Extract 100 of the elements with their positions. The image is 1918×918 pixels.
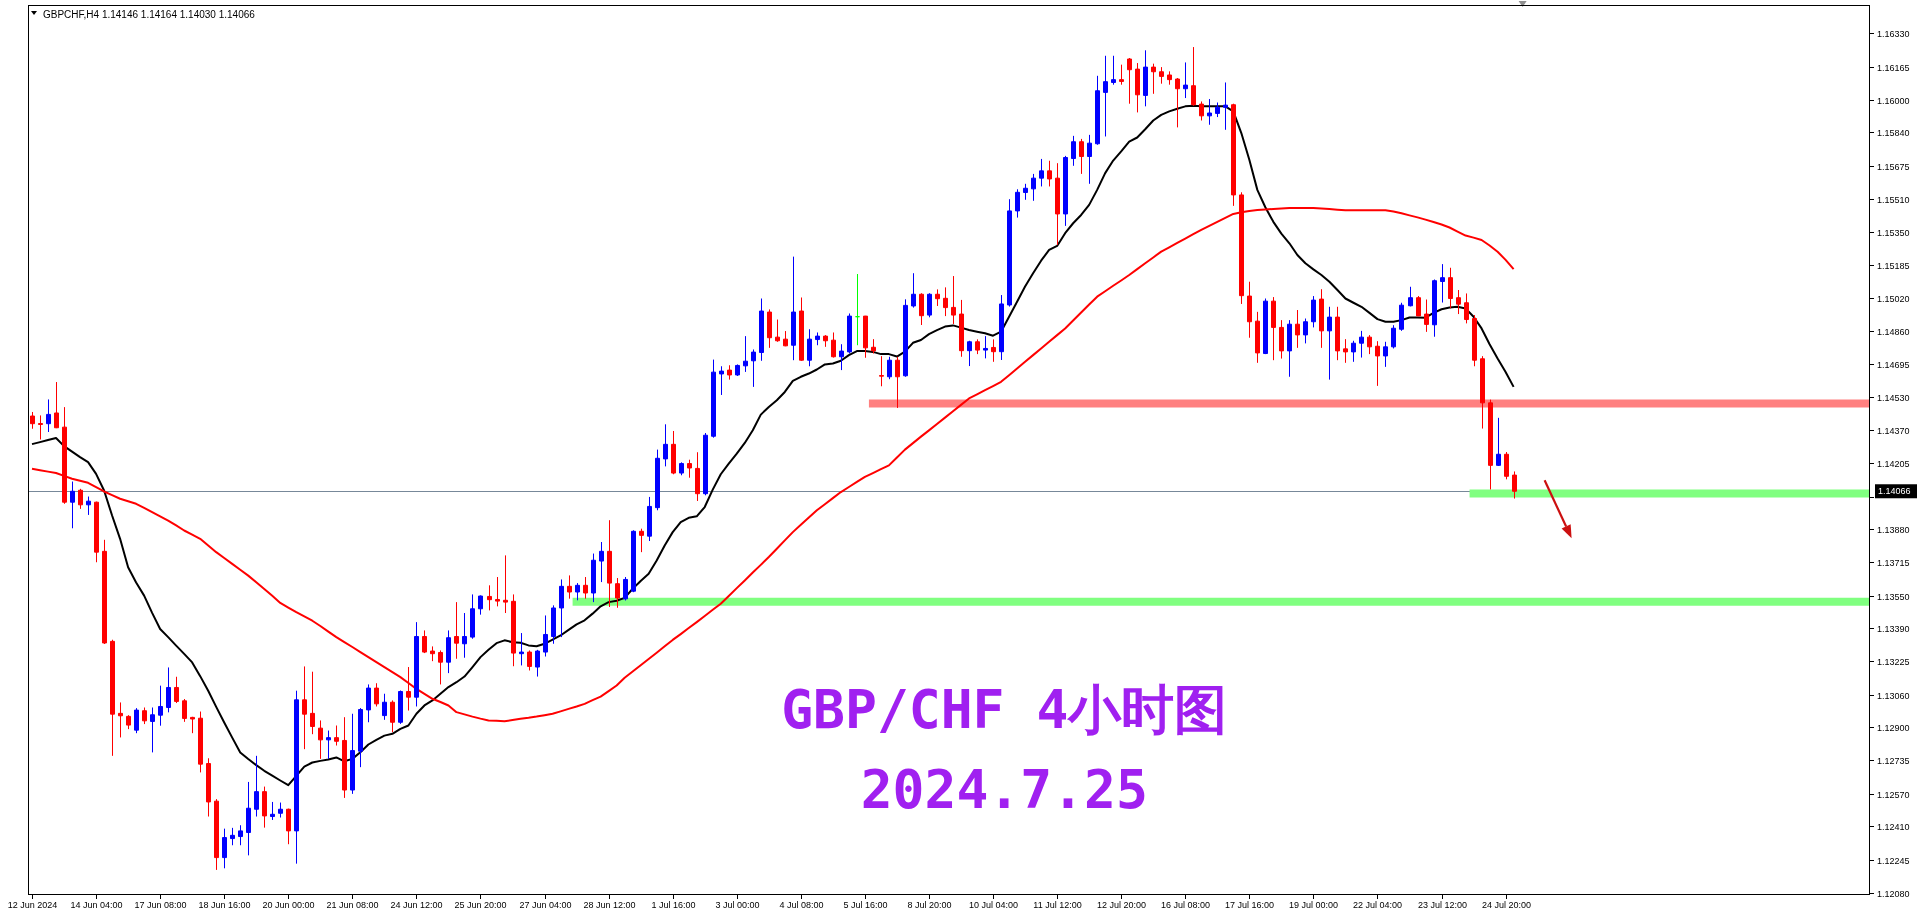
candlestick <box>655 449 660 511</box>
x-tick-label: 8 Jul 20:00 <box>907 900 952 910</box>
candlestick <box>895 356 900 409</box>
candlestick <box>126 714 131 730</box>
candlestick <box>1472 314 1477 367</box>
y-tick-label: 1.14370 <box>1877 425 1910 436</box>
y-tick-label: 1.13390 <box>1877 623 1910 634</box>
x-tick-label: 18 Jun 16:00 <box>198 900 251 910</box>
candlestick <box>639 528 644 553</box>
candlestick <box>366 683 371 723</box>
candlestick <box>1247 281 1252 339</box>
y-tick-label: 1.16000 <box>1877 95 1910 106</box>
candlestick <box>671 430 676 475</box>
y-tick-label: 1.13550 <box>1877 591 1910 602</box>
candlestick <box>1327 306 1332 381</box>
candlestick <box>607 519 612 608</box>
y-tick-label: 1.12410 <box>1877 821 1910 832</box>
candlestick <box>711 359 716 439</box>
y-tick-label: 1.15675 <box>1877 161 1910 172</box>
candlestick <box>759 298 764 362</box>
candlestick <box>815 331 820 346</box>
candlestick <box>430 645 435 662</box>
candlestick <box>1448 267 1453 309</box>
candlestick <box>1343 338 1348 364</box>
y-tick-label: 1.13880 <box>1877 524 1910 535</box>
candlestick <box>567 574 572 600</box>
candlestick <box>1456 289 1461 315</box>
candlestick <box>551 604 556 645</box>
candlestick <box>286 808 291 845</box>
y-tick-label: 1.14695 <box>1877 359 1910 370</box>
y-tick-label: 1.16165 <box>1877 62 1910 73</box>
candlestick <box>999 294 1004 361</box>
candlestick <box>863 315 868 359</box>
candlestick <box>975 338 980 355</box>
x-tick-label: 20 Jun 00:00 <box>262 900 315 910</box>
candlestick <box>1271 296 1276 361</box>
candlestick <box>1480 355 1485 430</box>
candlestick <box>238 824 243 846</box>
candlestick <box>1399 302 1404 332</box>
candlestick <box>1215 102 1220 118</box>
candlestick <box>166 666 171 713</box>
x-tick-label: 28 Jun 12:00 <box>583 900 636 910</box>
y-tick-label: 1.16330 <box>1877 28 1910 39</box>
x-tick-label: 21 Jun 08:00 <box>326 900 379 910</box>
candlestick <box>535 649 540 678</box>
candlestick <box>158 685 163 727</box>
candlestick <box>647 496 652 542</box>
candlestick <box>1127 57 1132 105</box>
candlestick <box>799 296 804 362</box>
candlestick <box>751 348 756 388</box>
candlestick <box>1279 319 1284 360</box>
candlestick <box>390 699 395 733</box>
candlestick <box>503 554 508 614</box>
x-tick-label: 17 Jun 08:00 <box>134 900 187 910</box>
candlestick <box>743 335 748 373</box>
candlestick <box>839 343 844 371</box>
ref-line-label: 1.14066 <box>1878 486 1911 497</box>
y-tick-label: 1.12245 <box>1877 855 1910 866</box>
candlestick <box>214 798 219 871</box>
x-tick-label: 4 Jul 08:00 <box>779 900 824 910</box>
candlestick <box>1383 341 1388 368</box>
candlestick <box>1143 49 1148 107</box>
candlestick <box>414 621 419 707</box>
candlestick <box>86 496 91 516</box>
x-tick-label: 17 Jul 16:00 <box>1224 900 1275 910</box>
candlestick <box>94 501 99 563</box>
y-tick-label: 1.15840 <box>1877 127 1910 138</box>
x-tick-label: 24 Jul 20:00 <box>1481 900 1532 910</box>
candlestick <box>222 828 227 869</box>
x-tick-label: 11 Jul 12:00 <box>1033 900 1082 910</box>
candlestick <box>1255 311 1260 364</box>
candlestick <box>1263 298 1268 355</box>
x-tick-label: 1 Jul 16:00 <box>651 900 696 910</box>
candlestick <box>1175 77 1180 128</box>
candlestick <box>903 298 908 378</box>
candlestick <box>1416 295 1421 317</box>
candlestick <box>198 711 203 773</box>
candlestick <box>1183 61 1188 99</box>
y-tick-label: 1.13715 <box>1877 557 1910 568</box>
candlestick <box>1167 70 1172 86</box>
candlestick <box>438 649 443 685</box>
candlestick <box>1039 158 1044 187</box>
candlestick <box>54 381 59 429</box>
candlestick <box>358 707 363 768</box>
y-tick-label: 1.12080 <box>1877 888 1910 899</box>
x-tick-label: 12 Jun 2024 <box>7 900 58 910</box>
candlestick <box>62 406 67 505</box>
candlestick <box>1007 198 1012 308</box>
candlestick <box>519 632 524 666</box>
candlestick <box>1359 330 1364 359</box>
candlestick <box>30 411 35 430</box>
candlestick <box>495 576 500 607</box>
candlestick <box>943 286 948 317</box>
candlestick <box>1047 160 1052 187</box>
candlestick <box>454 601 459 660</box>
y-tick-label: 1.14205 <box>1877 458 1910 469</box>
candlestick <box>1015 188 1020 219</box>
candlestick <box>342 716 347 799</box>
y-tick-label: 1.12735 <box>1877 755 1910 766</box>
candlestick <box>991 338 996 363</box>
